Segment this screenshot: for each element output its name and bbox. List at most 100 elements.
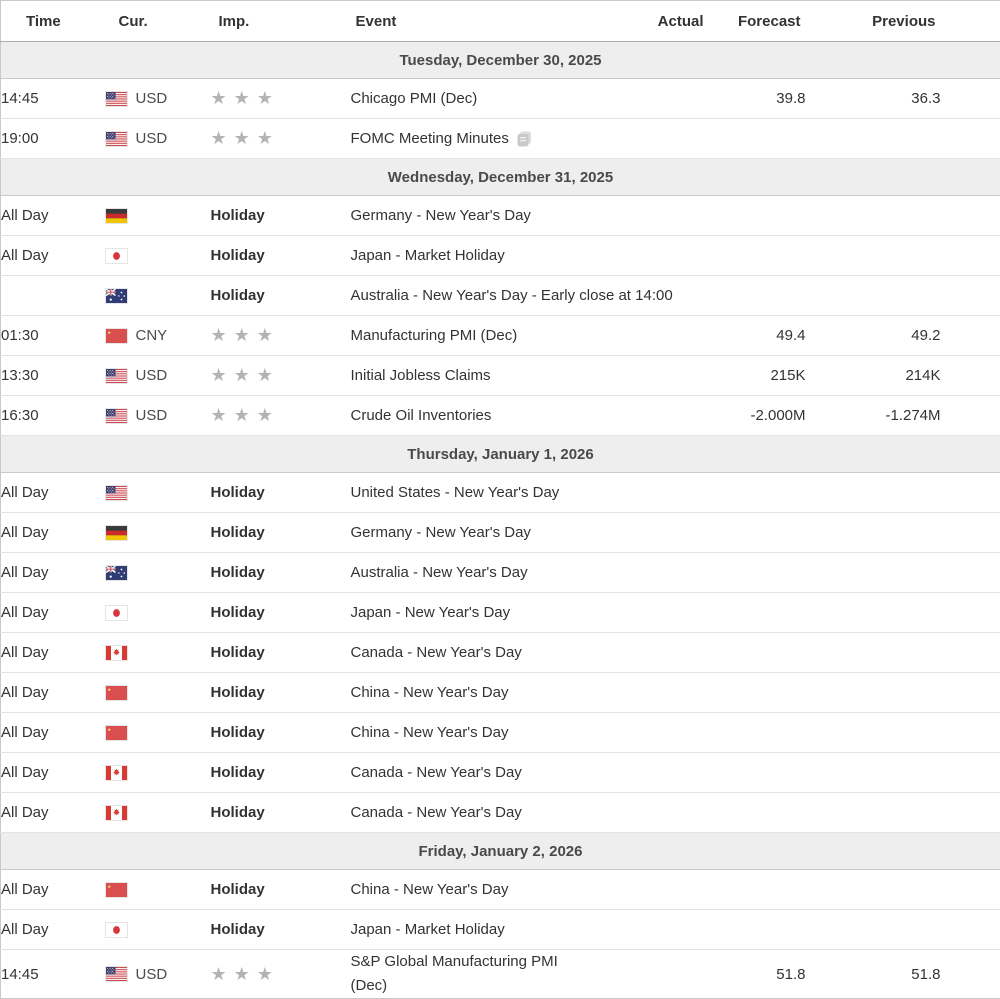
day-label: Wednesday, December 31, 2025 bbox=[1, 159, 1000, 196]
importance-cell: ★★★ bbox=[211, 356, 351, 396]
holiday-row[interactable]: All Day Holiday Japan - Market Holiday bbox=[1, 910, 1000, 950]
previous-value: 214K bbox=[806, 356, 941, 396]
event-label[interactable]: Japan - New Year's Day bbox=[351, 601, 511, 625]
event-label[interactable]: China - New Year's Day bbox=[351, 878, 509, 902]
actual-value bbox=[646, 79, 706, 119]
event-label[interactable]: Manufacturing PMI (Dec) bbox=[351, 324, 518, 348]
day-label: Thursday, January 1, 2026 bbox=[1, 436, 1000, 473]
forecast-value bbox=[706, 513, 806, 553]
event-label[interactable]: Japan - Market Holiday bbox=[351, 918, 505, 942]
actual-value bbox=[646, 236, 706, 276]
event-label[interactable]: Crude Oil Inventories bbox=[351, 404, 492, 428]
us-flag-icon bbox=[106, 369, 127, 383]
row-filler bbox=[941, 753, 1000, 793]
event-row[interactable]: 14:45 USD ★★★ Chicago PMI (Dec) 39.8 36.… bbox=[1, 79, 1000, 119]
holiday-label: Holiday bbox=[211, 644, 265, 661]
forecast-value bbox=[706, 793, 806, 833]
previous-value bbox=[806, 553, 941, 593]
event-time: All Day bbox=[1, 793, 106, 833]
event-label[interactable]: FOMC Meeting Minutes bbox=[351, 127, 509, 151]
holiday-row[interactable]: All Day Holiday China - New Year's Day bbox=[1, 870, 1000, 910]
event-label[interactable]: Canada - New Year's Day bbox=[351, 801, 522, 825]
holiday-row[interactable]: All Day Holiday Australia - New Year's D… bbox=[1, 553, 1000, 593]
cn-flag-icon bbox=[106, 329, 127, 343]
event-label[interactable]: Canada - New Year's Day bbox=[351, 761, 522, 785]
row-filler bbox=[941, 950, 1000, 999]
importance-cell: Holiday bbox=[211, 276, 351, 316]
holiday-row[interactable]: All Day Holiday Japan - New Year's Day bbox=[1, 593, 1000, 633]
actual-value bbox=[646, 753, 706, 793]
column-header-currency: Cur. bbox=[106, 1, 211, 42]
holiday-label: Holiday bbox=[211, 921, 265, 938]
table-header-row: Time Cur. Imp. Event Actual Forecast Pre… bbox=[1, 1, 1000, 42]
us-flag-icon bbox=[106, 967, 127, 981]
row-filler bbox=[941, 793, 1000, 833]
holiday-row[interactable]: All Day Holiday Canada - New Year's Day bbox=[1, 793, 1000, 833]
event-label[interactable]: Australia - New Year's Day - Early close… bbox=[351, 284, 673, 308]
event-row[interactable]: 14:45 USD ★★★ S&P Global Manufacturing P… bbox=[1, 950, 1000, 999]
actual-value bbox=[646, 396, 706, 436]
event-row[interactable]: 19:00 USD ★★★ FOMC Meeting Minutes bbox=[1, 119, 1000, 159]
holiday-row[interactable]: All Day Holiday Canada - New Year's Day bbox=[1, 633, 1000, 673]
importance-cell: ★★★ bbox=[211, 950, 351, 999]
event-row[interactable]: 13:30 USD ★★★ Initial Jobless Claims 215… bbox=[1, 356, 1000, 396]
holiday-row[interactable]: All Day Holiday Japan - Market Holiday bbox=[1, 236, 1000, 276]
currency-label: USD bbox=[136, 407, 168, 424]
importance-cell: ★★★ bbox=[211, 396, 351, 436]
previous-value: 51.8 bbox=[806, 950, 941, 999]
cn-flag-icon bbox=[106, 883, 127, 897]
jp-flag-icon bbox=[106, 606, 127, 620]
forecast-value bbox=[706, 473, 806, 513]
event-row[interactable]: 16:30 USD ★★★ Crude Oil Inventories -2.0… bbox=[1, 396, 1000, 436]
event-label[interactable]: Germany - New Year's Day bbox=[351, 204, 531, 228]
actual-value bbox=[646, 553, 706, 593]
previous-value bbox=[806, 196, 941, 236]
au-flag-icon bbox=[106, 289, 127, 303]
importance-cell: Holiday bbox=[211, 633, 351, 673]
event-label[interactable]: Chicago PMI (Dec) bbox=[351, 87, 478, 111]
report-icon[interactable] bbox=[516, 131, 532, 147]
event-label[interactable]: Canada - New Year's Day bbox=[351, 641, 522, 665]
forecast-value bbox=[706, 119, 806, 159]
day-label: Friday, January 2, 2026 bbox=[1, 833, 1000, 870]
event-label[interactable]: S&P Global Manufacturing PMI (Dec) bbox=[351, 950, 558, 998]
previous-value: -1.274M bbox=[806, 396, 941, 436]
holiday-row[interactable]: All Day Holiday China - New Year's Day bbox=[1, 673, 1000, 713]
event-time: All Day bbox=[1, 673, 106, 713]
actual-value bbox=[646, 119, 706, 159]
holiday-row[interactable]: All Day Holiday Germany - New Year's Day bbox=[1, 513, 1000, 553]
holiday-label: Holiday bbox=[211, 484, 265, 501]
importance-stars-icon: ★★★ bbox=[211, 366, 280, 385]
holiday-row[interactable]: All Day Holiday China - New Year's Day bbox=[1, 713, 1000, 753]
event-label[interactable]: United States - New Year's Day bbox=[351, 481, 560, 505]
actual-value bbox=[646, 356, 706, 396]
holiday-row[interactable]: All Day Holiday United States - New Year… bbox=[1, 473, 1000, 513]
event-row[interactable]: 01:30 CNY ★★★ Manufacturing PMI (Dec) 49… bbox=[1, 316, 1000, 356]
day-header-row: Friday, January 2, 2026 bbox=[1, 833, 1000, 870]
event-label[interactable]: China - New Year's Day bbox=[351, 681, 509, 705]
holiday-label: Holiday bbox=[211, 804, 265, 821]
us-flag-icon bbox=[106, 409, 127, 423]
jp-flag-icon bbox=[106, 923, 127, 937]
previous-value bbox=[806, 593, 941, 633]
forecast-value: 51.8 bbox=[706, 950, 806, 999]
event-label[interactable]: Germany - New Year's Day bbox=[351, 521, 531, 545]
holiday-row[interactable]: All Day Holiday Canada - New Year's Day bbox=[1, 753, 1000, 793]
row-filler bbox=[941, 196, 1000, 236]
holiday-row[interactable]: All Day Holiday Germany - New Year's Day bbox=[1, 196, 1000, 236]
event-label[interactable]: Initial Jobless Claims bbox=[351, 364, 491, 388]
forecast-value bbox=[706, 633, 806, 673]
event-label[interactable]: Japan - Market Holiday bbox=[351, 244, 505, 268]
row-filler bbox=[941, 473, 1000, 513]
importance-stars-icon: ★★★ bbox=[211, 326, 280, 345]
actual-value bbox=[646, 870, 706, 910]
actual-value bbox=[646, 513, 706, 553]
event-time: 13:30 bbox=[1, 356, 106, 396]
event-label[interactable]: Australia - New Year's Day bbox=[351, 561, 528, 585]
importance-cell: Holiday bbox=[211, 870, 351, 910]
forecast-value bbox=[706, 870, 806, 910]
column-header-time: Time bbox=[1, 1, 106, 42]
holiday-row[interactable]: Holiday Australia - New Year's Day - Ear… bbox=[1, 276, 1000, 316]
event-label[interactable]: China - New Year's Day bbox=[351, 721, 509, 745]
